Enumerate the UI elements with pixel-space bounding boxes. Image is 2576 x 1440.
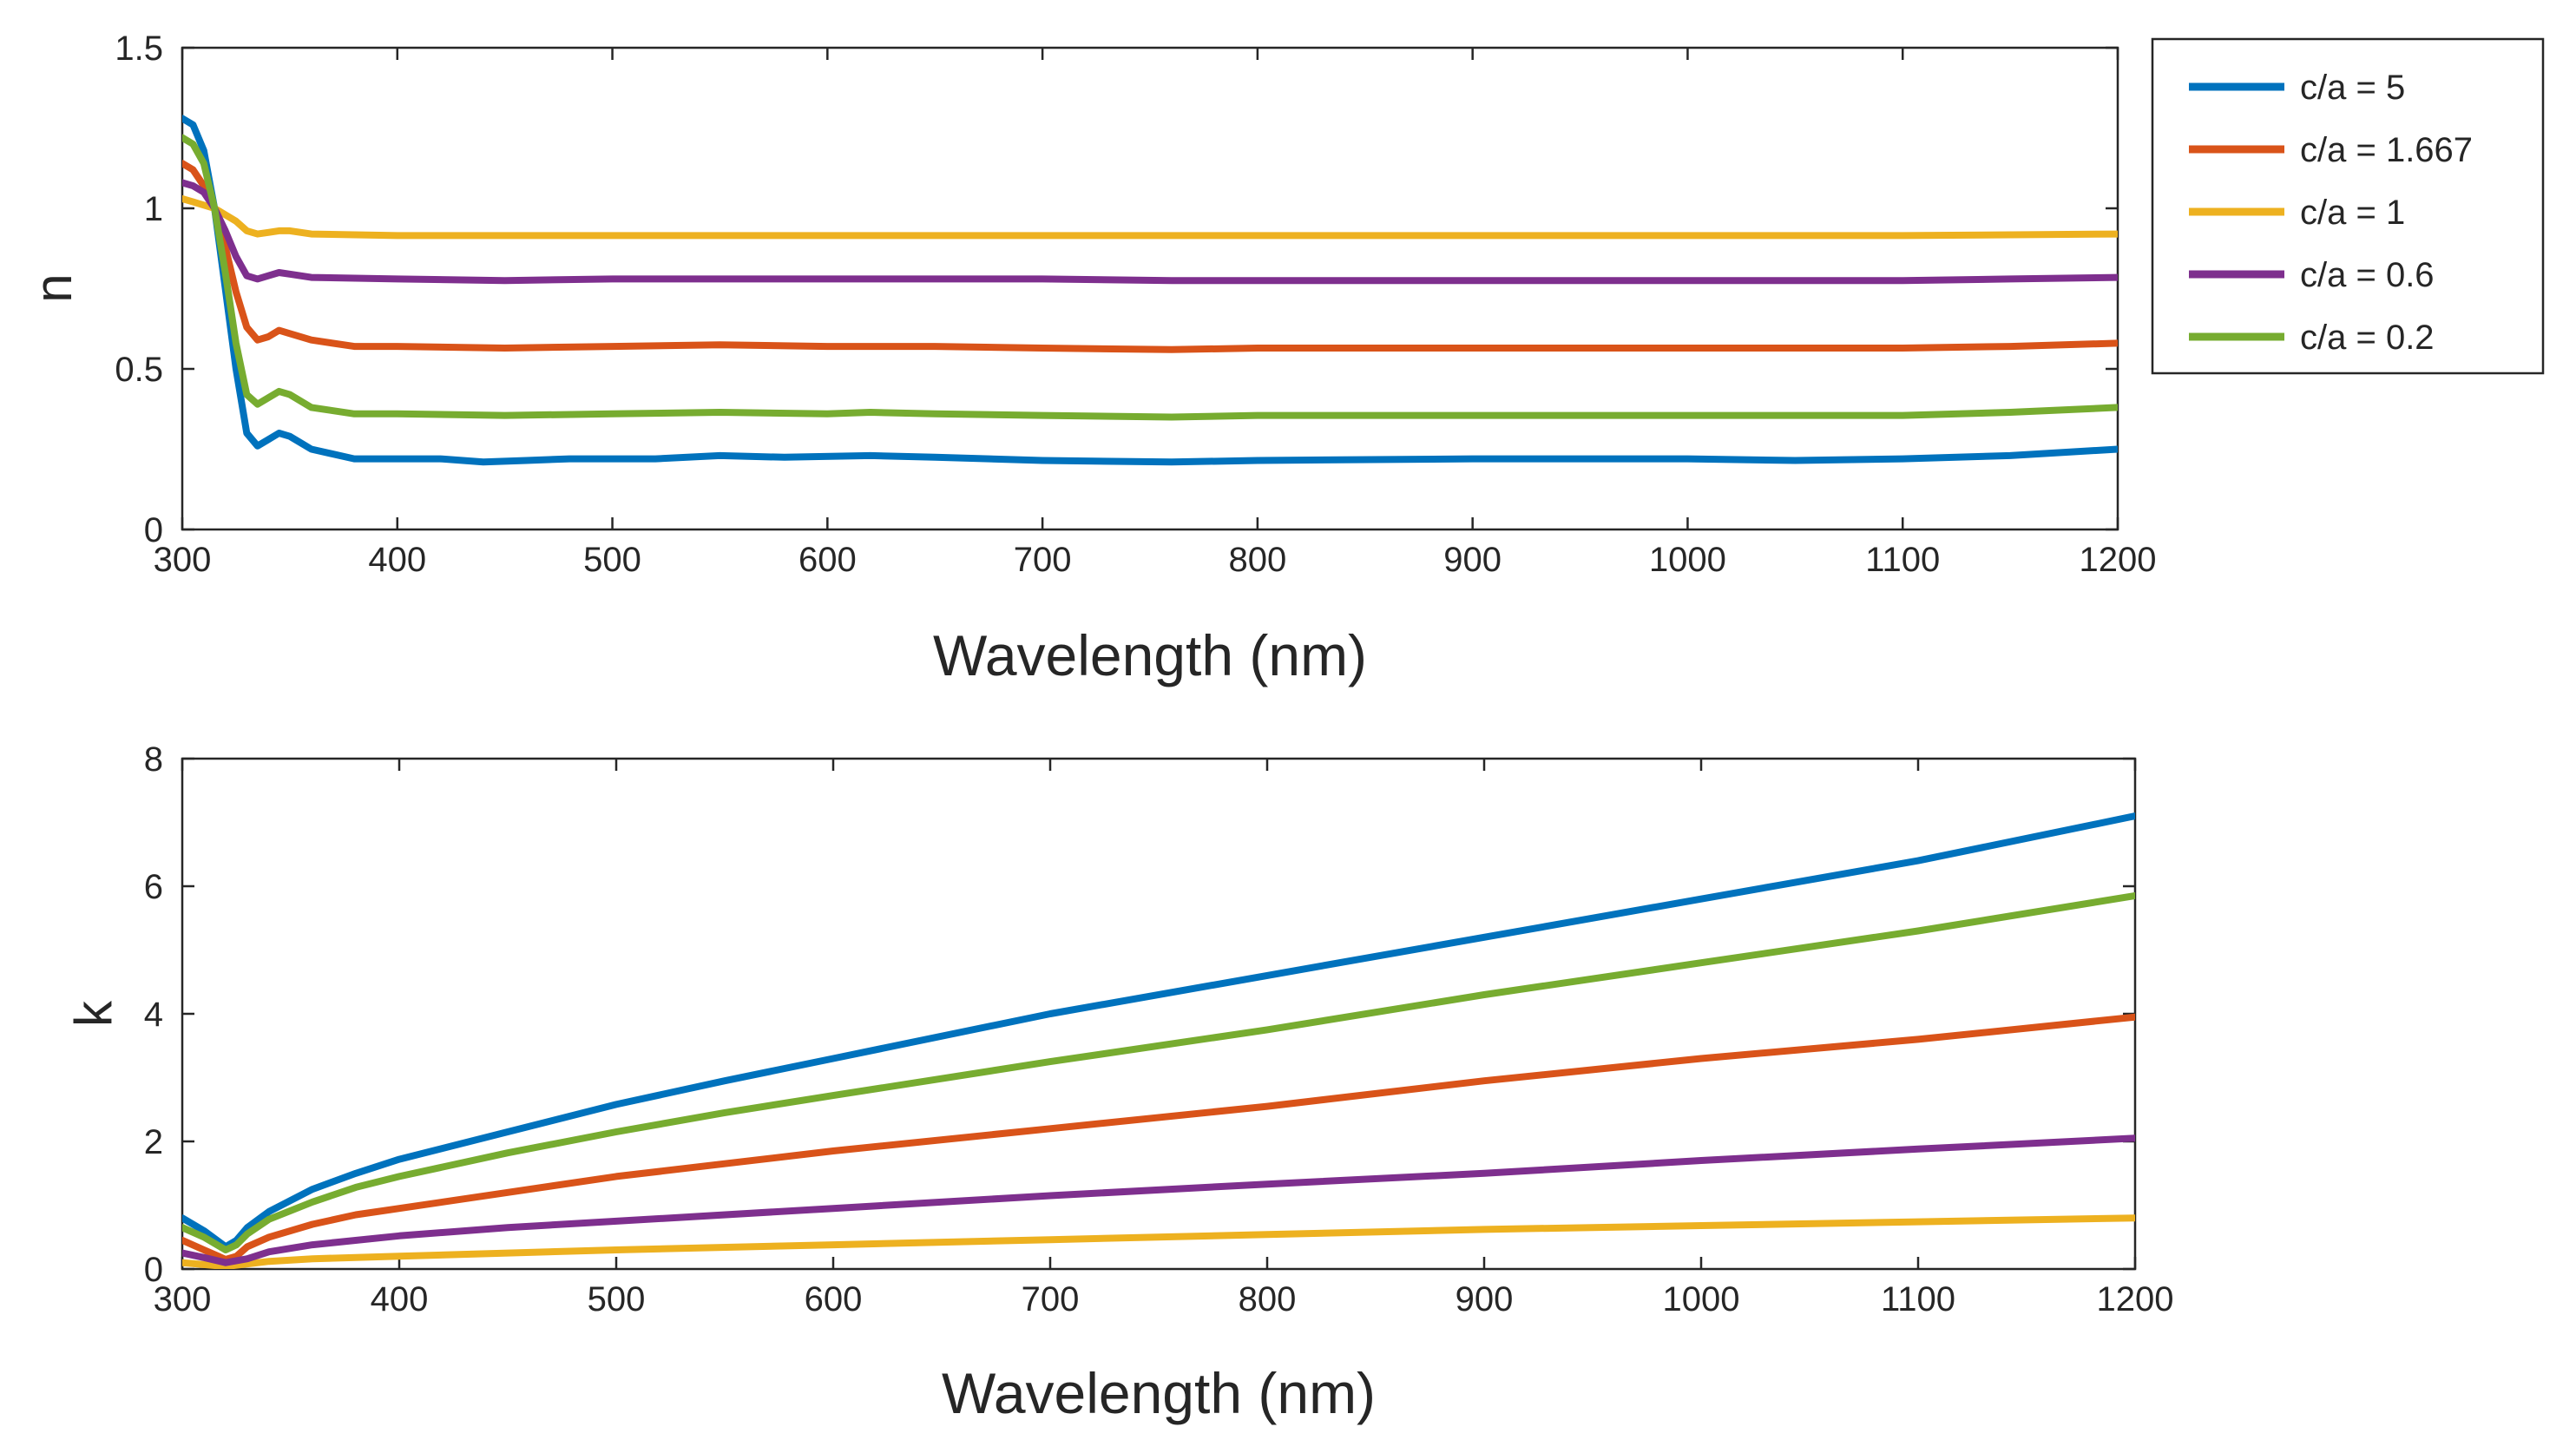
x-tick-label-bottom: 700 <box>1022 1280 1080 1318</box>
x-tick-label-top: 600 <box>798 541 857 579</box>
x-tick-label-top: 800 <box>1229 541 1287 579</box>
y-tick-label-top: 0 <box>144 511 163 549</box>
y-tick-label-bottom: 8 <box>144 740 163 779</box>
x-tick-label-top: 1100 <box>1865 541 1940 579</box>
x-tick-label-top: 500 <box>583 541 641 579</box>
series-line-top-c-a-5 <box>182 115 2118 466</box>
x-tick-label-top: 700 <box>1014 541 1072 579</box>
y-tick-label-bottom: 6 <box>144 868 163 906</box>
x-tick-label-top: 300 <box>154 541 212 579</box>
y-tick-label-bottom: 0 <box>144 1251 163 1289</box>
legend: c/a = 5 c/a = 1.667 c/a = 1 c/a = 0.6 c/a = … <box>2151 37 2545 375</box>
y-tick-label-top: 1 <box>144 190 163 228</box>
series-line-top-c-a-1-667 <box>182 160 2118 353</box>
series-line-bottom-c-a-1-667 <box>182 1013 2135 1263</box>
y-tick-label-bottom: 4 <box>144 996 163 1034</box>
legend-box <box>2151 37 2545 375</box>
series-line-bottom-c-a-0-6 <box>182 1134 2135 1266</box>
series-line-bottom-c-a-0-2 <box>182 892 2135 1253</box>
legend-entry-label: c/a = 0.6 <box>2300 256 2435 294</box>
n-vs-wavelength-chart: 300 400 500 600 700 800 900 1000 1100 1200 0 0.5 1 1.… <box>24 30 2156 687</box>
x-tick-label-bottom: 400 <box>371 1280 429 1318</box>
x-tick-label-bottom: 900 <box>1456 1280 1514 1318</box>
legend-entry-label: c/a = 1.667 <box>2300 131 2473 169</box>
legend-entry-label: c/a = 1 <box>2300 194 2405 232</box>
y-tick-label-bottom: 2 <box>144 1123 163 1161</box>
x-tick-label-top: 1200 <box>2080 541 2157 579</box>
x-tick-label-top: 1000 <box>1649 541 1726 579</box>
k-vs-wavelength-chart: 300 400 500 600 700 800 900 1000 1100 1200 0 2 4 6 8 W… <box>64 740 2173 1425</box>
x-tick-label-bottom: 500 <box>588 1280 646 1318</box>
y-tick-label-top: 0.5 <box>115 351 163 389</box>
y-axis-label-k: k <box>64 1000 122 1027</box>
y-tick-label-top: 1.5 <box>115 30 163 68</box>
x-tick-label-top: 900 <box>1443 541 1502 579</box>
x-tick-label-bottom: 300 <box>154 1280 212 1318</box>
x-tick-label-bottom: 1100 <box>1881 1280 1955 1318</box>
x-tick-label-bottom: 600 <box>805 1280 863 1318</box>
series-line-top-c-a-0-6 <box>182 179 2118 285</box>
x-axis-label-bottom: Wavelength (nm) <box>942 1361 1376 1425</box>
plot-area-bottom <box>181 757 2137 1271</box>
x-tick-label-bottom: 1200 <box>2097 1280 2174 1318</box>
x-tick-label-top: 400 <box>368 541 426 579</box>
legend-entry-label: c/a = 0.2 <box>2300 319 2435 357</box>
series-line-top-c-a-0-2 <box>182 134 2118 421</box>
x-axis-label-top: Wavelength (nm) <box>933 623 1367 687</box>
series-line-bottom-c-a-1 <box>182 1214 2135 1269</box>
plot-area-top <box>181 46 2119 531</box>
legend-entry-label: c/a = 5 <box>2300 69 2405 107</box>
x-tick-label-bottom: 1000 <box>1663 1280 1740 1318</box>
x-tick-label-bottom: 800 <box>1239 1280 1297 1318</box>
y-axis-label-n: n <box>24 273 82 302</box>
